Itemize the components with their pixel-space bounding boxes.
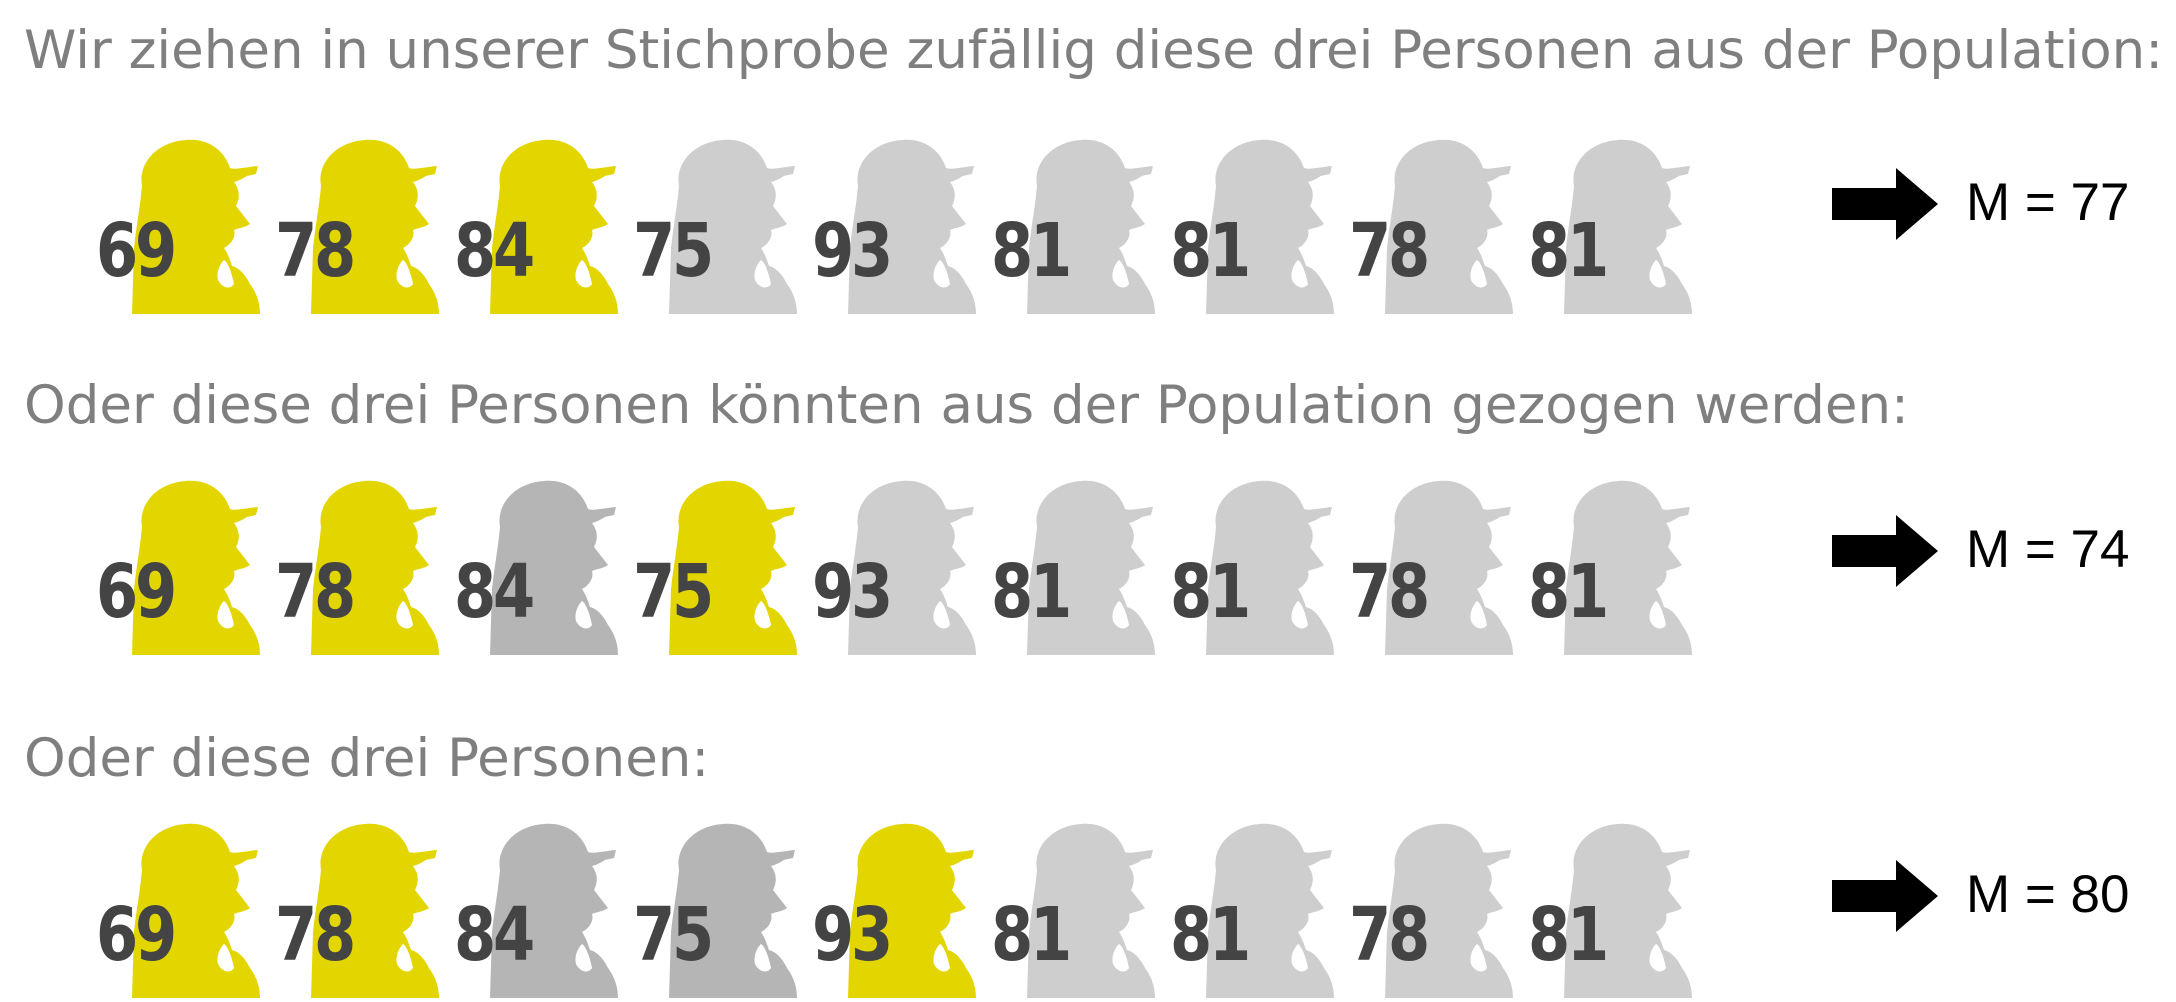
person-with-hat-icon xyxy=(848,139,976,314)
person-with-hat-icon xyxy=(1206,139,1334,314)
person-value: 81 xyxy=(991,208,1072,294)
person-value: 84 xyxy=(454,892,535,978)
person-with-hat-icon xyxy=(848,480,976,655)
population-row: 69 78 84 75 93 81 81 78 81 xyxy=(0,812,2176,1002)
person-with-hat-icon xyxy=(132,823,260,998)
person-figure: 78 xyxy=(1343,812,1543,1002)
person-with-hat-icon xyxy=(1564,139,1692,314)
person-figure: 81 xyxy=(985,812,1185,1002)
person-figure: 81 xyxy=(1164,469,1364,659)
right-arrow-icon xyxy=(1832,168,1938,240)
person-figure: 75 xyxy=(627,128,827,318)
person-figure: 78 xyxy=(269,469,469,659)
person-figure: 81 xyxy=(985,128,1185,318)
person-value: 81 xyxy=(1170,892,1251,978)
population-row: 69 78 84 75 93 81 81 78 81 xyxy=(0,469,2176,659)
person-value: 78 xyxy=(1349,208,1430,294)
sample-mean-label: M = 74 xyxy=(1966,520,2130,579)
person-value: 75 xyxy=(633,208,714,294)
person-figure: 81 xyxy=(985,469,1185,659)
person-figure: 81 xyxy=(1522,128,1722,318)
person-with-hat-icon xyxy=(669,139,797,314)
person-value: 69 xyxy=(96,892,177,978)
person-figure: 84 xyxy=(448,812,648,1002)
person-figure: 69 xyxy=(90,812,290,1002)
person-with-hat-icon xyxy=(311,139,439,314)
person-with-hat-icon xyxy=(669,480,797,655)
person-value: 81 xyxy=(1528,892,1609,978)
person-value: 78 xyxy=(275,208,356,294)
person-with-hat-icon xyxy=(1385,139,1513,314)
person-figure: 81 xyxy=(1522,469,1722,659)
person-figure: 78 xyxy=(269,128,469,318)
person-value: 75 xyxy=(633,549,714,635)
person-value: 81 xyxy=(1170,208,1251,294)
right-arrow-icon xyxy=(1832,860,1938,932)
person-with-hat-icon xyxy=(132,139,260,314)
person-with-hat-icon xyxy=(311,480,439,655)
person-with-hat-icon xyxy=(1206,480,1334,655)
person-with-hat-icon xyxy=(669,823,797,998)
population-row: 69 78 84 75 93 81 81 78 81 xyxy=(0,128,2176,318)
person-value: 81 xyxy=(1528,549,1609,635)
person-figure: 81 xyxy=(1522,812,1722,1002)
person-figure: 75 xyxy=(627,469,827,659)
person-with-hat-icon xyxy=(1027,480,1155,655)
person-with-hat-icon xyxy=(1027,823,1155,998)
person-figure: 81 xyxy=(1164,128,1364,318)
person-value: 69 xyxy=(96,549,177,635)
person-figure: 69 xyxy=(90,469,290,659)
person-figure: 78 xyxy=(1343,128,1543,318)
person-value: 81 xyxy=(1528,208,1609,294)
right-arrow-icon xyxy=(1832,515,1938,587)
person-with-hat-icon xyxy=(848,823,976,998)
person-value: 84 xyxy=(454,208,535,294)
person-figure: 93 xyxy=(806,469,1006,659)
person-figure: 75 xyxy=(627,812,827,1002)
section-heading: Oder diese drei Personen könnten aus der… xyxy=(24,375,1909,436)
person-value: 78 xyxy=(275,892,356,978)
person-value: 93 xyxy=(812,549,893,635)
person-with-hat-icon xyxy=(1385,823,1513,998)
person-with-hat-icon xyxy=(490,139,618,314)
person-value: 93 xyxy=(812,892,893,978)
person-with-hat-icon xyxy=(132,480,260,655)
person-with-hat-icon xyxy=(1027,139,1155,314)
person-value: 75 xyxy=(633,892,714,978)
person-with-hat-icon xyxy=(1206,823,1334,998)
person-with-hat-icon xyxy=(311,823,439,998)
person-value: 78 xyxy=(275,549,356,635)
person-value: 81 xyxy=(1170,549,1251,635)
person-value: 69 xyxy=(96,208,177,294)
person-figure: 93 xyxy=(806,128,1006,318)
person-value: 84 xyxy=(454,549,535,635)
person-with-hat-icon xyxy=(490,480,618,655)
person-value: 78 xyxy=(1349,892,1430,978)
section-heading: Wir ziehen in unserer Stichprobe zufälli… xyxy=(24,20,2164,81)
person-with-hat-icon xyxy=(1385,480,1513,655)
person-figure: 78 xyxy=(1343,469,1543,659)
person-value: 78 xyxy=(1349,549,1430,635)
person-figure: 84 xyxy=(448,128,648,318)
person-with-hat-icon xyxy=(1564,480,1692,655)
sample-mean-label: M = 80 xyxy=(1966,865,2130,924)
person-figure: 69 xyxy=(90,128,290,318)
sample-mean-label: M = 77 xyxy=(1966,173,2130,232)
person-value: 93 xyxy=(812,208,893,294)
person-figure: 93 xyxy=(806,812,1006,1002)
person-figure: 81 xyxy=(1164,812,1364,1002)
person-with-hat-icon xyxy=(1564,823,1692,998)
person-with-hat-icon xyxy=(490,823,618,998)
person-figure: 78 xyxy=(269,812,469,1002)
person-value: 81 xyxy=(991,892,1072,978)
person-value: 81 xyxy=(991,549,1072,635)
person-figure: 84 xyxy=(448,469,648,659)
section-heading: Oder diese drei Personen: xyxy=(24,728,710,789)
